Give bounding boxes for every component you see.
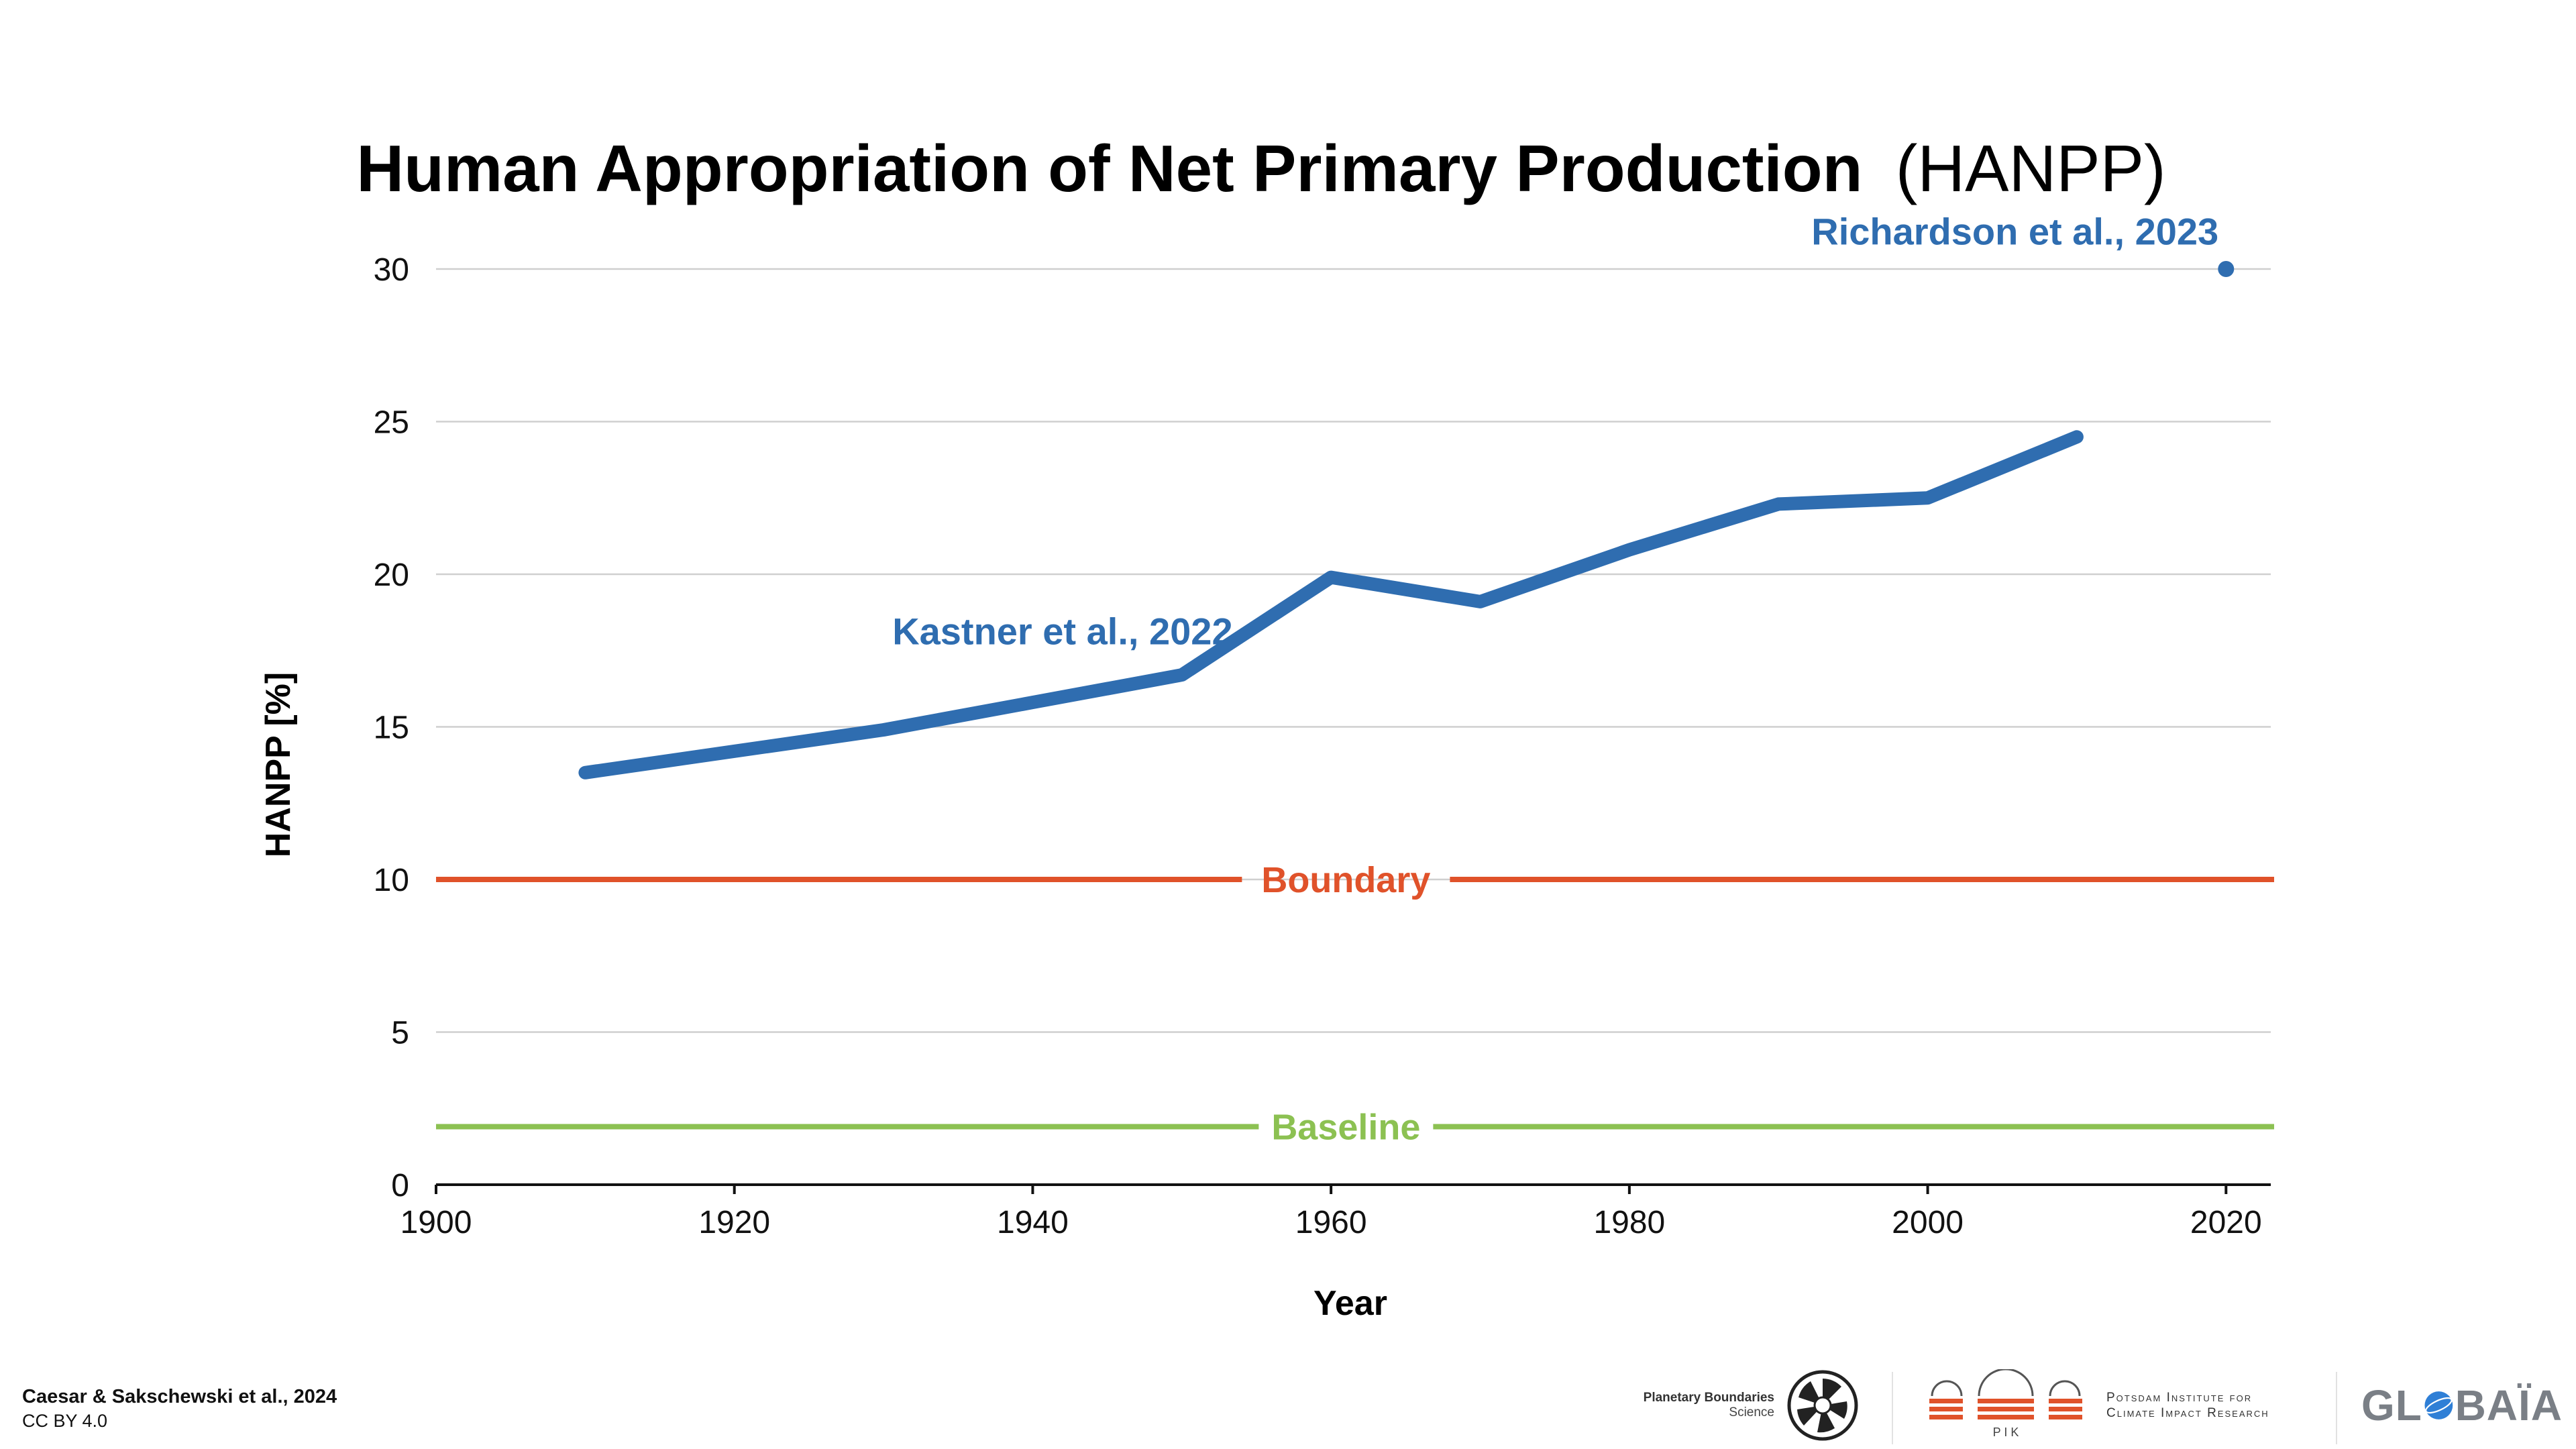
pik-logo: P I K Potsdam Institute for Climate Impa… [1925,1368,2301,1442]
reference-label-baseline: Baseline [1271,1108,1420,1148]
series-point-kastner [1480,601,1481,602]
series-point-kastner [584,772,586,773]
y-tick-label: 30 [374,252,409,288]
pik-icon: P I K [1929,1369,2082,1439]
x-tick-label: 1900 [400,1205,472,1240]
x-tick-label: 2020 [2190,1205,2262,1240]
footer-citation: Caesar & Sakschewski et al., 2024 [22,1386,337,1407]
logo-divider-2 [2336,1372,2337,1444]
series-layer: Kastner et al., 2022 Richardson et al., 2… [578,211,2235,780]
axes: 0 5 10 15 20 25 30 1900 1920 1940 1960 1980 2000 2020 [374,252,2271,1240]
logo-divider [1892,1372,1893,1444]
series-point-kastner [1032,702,1033,703]
footer-license: CC BY 4.0 [22,1411,108,1431]
globaia-pre: GL [2361,1381,2422,1430]
y-tick-label: 15 [374,710,409,746]
x-tick-label: 1980 [1593,1205,1665,1240]
grid-lines [436,268,2271,1033]
series-line-kastner [578,430,2084,780]
pik-letters: P I K [1993,1426,2019,1439]
reference-lines: Boundary Baseline [436,860,2274,1148]
x-axis-label: Year [1313,1284,1387,1323]
planetary-boundaries-icon [1787,1370,1858,1441]
y-tick-label: 0 [391,1168,409,1203]
chart-title: Human Appropriation of Net Primary Produ… [356,131,2165,205]
reference-label-boundary: Boundary [1261,860,1430,900]
chart-title-suffix: (HANPP) [1896,131,2166,205]
y-axis-label: HANPP [%] [259,672,298,857]
x-tick-label: 1920 [698,1205,770,1240]
globaia-logo: GL BAÏA [2361,1368,2563,1442]
y-tick-label: 25 [374,405,409,441]
globe-icon [2424,1391,2453,1419]
pb-logo-line1: Planetary Boundaries [1643,1391,1774,1405]
pik-line1: Potsdam Institute for [2106,1391,2253,1405]
y-tick-label: 5 [391,1016,409,1051]
chart-title-main: Human Appropriation of Net Primary Produ… [356,131,1862,205]
pb-logo-line2: Science [1729,1405,1774,1419]
x-tick-label: 1940 [997,1205,1069,1240]
series-point-kastner [883,729,884,731]
footer-citation-block: Caesar & Sakschewski et al., 2024 CC BY … [22,1385,337,1433]
y-tick-label: 10 [374,863,409,898]
series-point-richardson [2218,261,2235,277]
x-tick-label: 1960 [1295,1205,1367,1240]
series-label-kastner: Kastner et al., 2022 [892,610,1232,653]
pik-line2: Climate Impact Research [2106,1406,2269,1420]
series-point-kastner [1330,577,1332,578]
globaia-post: BAÏA [2455,1381,2563,1430]
series-point-kastner [1181,674,1183,676]
planetary-boundaries-logo: Planetary Boundaries Science [1607,1368,1868,1442]
x-tick-label: 2000 [1892,1205,1964,1240]
y-tick-label: 20 [374,557,409,593]
series-label-richardson: Richardson et al., 2023 [1811,211,2218,253]
